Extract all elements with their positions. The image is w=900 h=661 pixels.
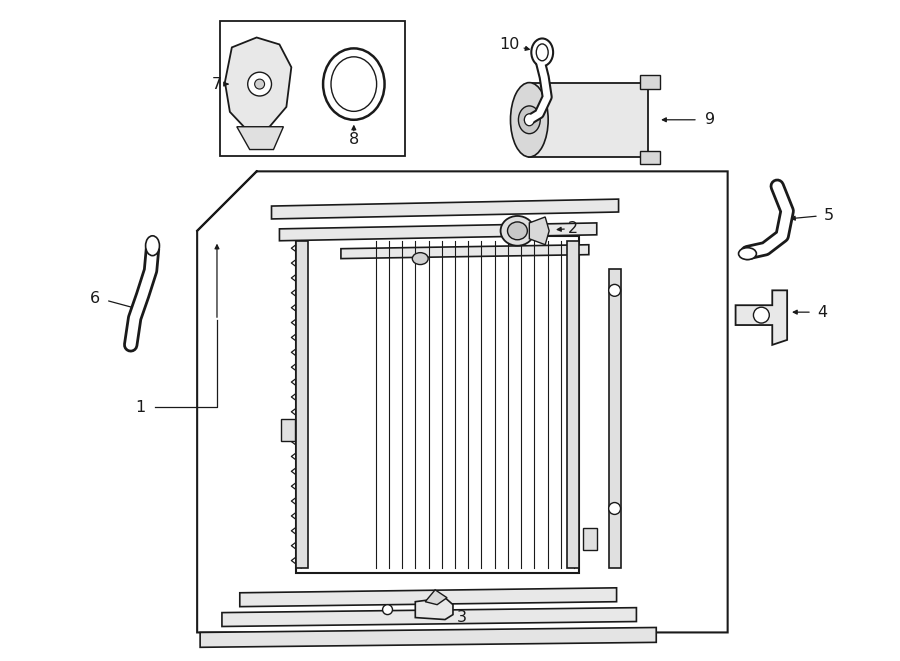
Polygon shape — [341, 245, 589, 258]
Ellipse shape — [500, 216, 535, 246]
Bar — [641, 151, 661, 165]
Polygon shape — [222, 607, 636, 627]
Bar — [641, 75, 661, 89]
Polygon shape — [272, 199, 618, 219]
Ellipse shape — [753, 307, 770, 323]
Text: 6: 6 — [90, 291, 100, 306]
Ellipse shape — [525, 114, 535, 126]
Polygon shape — [529, 217, 549, 245]
Ellipse shape — [331, 57, 376, 111]
Bar — [296, 236, 579, 573]
Ellipse shape — [608, 284, 621, 296]
Ellipse shape — [739, 248, 756, 260]
Ellipse shape — [531, 38, 554, 66]
Text: 5: 5 — [824, 208, 834, 223]
Ellipse shape — [508, 222, 527, 240]
Polygon shape — [415, 598, 453, 619]
Polygon shape — [237, 127, 284, 149]
Text: 7: 7 — [212, 77, 222, 92]
Text: 2: 2 — [568, 221, 578, 237]
Ellipse shape — [382, 605, 392, 615]
Bar — [567, 241, 579, 568]
Ellipse shape — [146, 236, 159, 256]
Polygon shape — [239, 588, 616, 607]
Text: 1: 1 — [136, 400, 146, 415]
Bar — [529, 83, 648, 157]
Bar — [583, 528, 597, 550]
Polygon shape — [735, 290, 788, 345]
Ellipse shape — [248, 72, 272, 96]
Text: 8: 8 — [348, 132, 359, 147]
Ellipse shape — [412, 253, 428, 264]
Ellipse shape — [255, 79, 265, 89]
Bar — [282, 419, 295, 441]
Text: 9: 9 — [705, 112, 715, 128]
Ellipse shape — [518, 106, 540, 134]
Ellipse shape — [608, 502, 621, 514]
Polygon shape — [425, 590, 447, 605]
Bar — [296, 241, 308, 568]
Bar — [220, 20, 405, 157]
Bar — [608, 268, 621, 568]
Text: 10: 10 — [500, 37, 519, 52]
Polygon shape — [225, 38, 292, 130]
Ellipse shape — [510, 83, 548, 157]
Ellipse shape — [536, 44, 548, 61]
Polygon shape — [279, 223, 597, 241]
Text: 4: 4 — [817, 305, 827, 320]
Polygon shape — [200, 627, 656, 647]
Text: 3: 3 — [457, 610, 467, 625]
Ellipse shape — [323, 48, 384, 120]
